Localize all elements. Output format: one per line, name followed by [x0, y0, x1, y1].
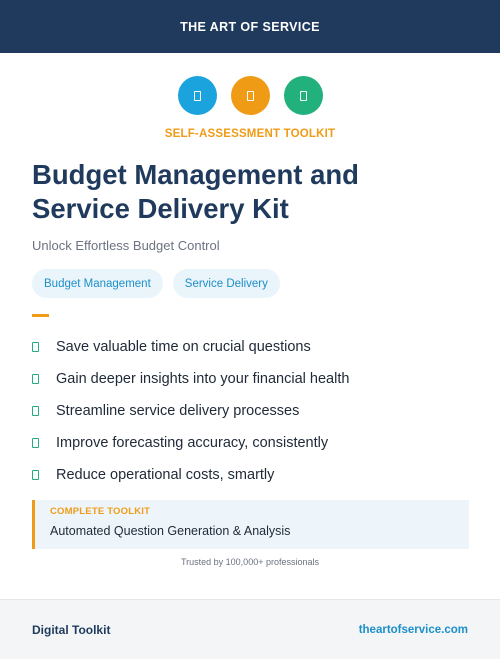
- check-icon: [32, 406, 39, 416]
- icon-row: [0, 76, 500, 115]
- feature-item: Save valuable time on crucial questions: [32, 331, 349, 363]
- trust-note: Trusted by 100,000+ professionals: [0, 557, 500, 567]
- green-document-icon: [284, 76, 323, 115]
- orange-document-icon: [231, 76, 270, 115]
- feature-list: Save valuable time on crucial questions …: [32, 331, 349, 491]
- footer: Digital Toolkit theartofservice.com: [0, 599, 500, 659]
- accent-divider: [32, 314, 49, 317]
- subtitle: Unlock Effortless Budget Control: [32, 238, 220, 253]
- footer-label: Digital Toolkit: [32, 623, 110, 637]
- brand-name: THE ART OF SERVICE: [180, 20, 320, 34]
- check-icon: [32, 470, 39, 480]
- page-title: Budget Management and Service Delivery K…: [32, 158, 472, 226]
- callout-kicker: COMPLETE TOOLKIT: [50, 506, 469, 517]
- check-icon: [32, 438, 39, 448]
- feature-text: Save valuable time on crucial questions: [56, 339, 311, 355]
- tag-list: Budget Management Service Delivery: [32, 269, 280, 298]
- tag-budget-management: Budget Management: [32, 269, 163, 298]
- feature-text: Improve forecasting accuracy, consistent…: [56, 435, 328, 451]
- feature-item: Streamline service delivery processes: [32, 395, 349, 427]
- check-icon: [32, 374, 39, 384]
- blue-document-icon: [178, 76, 217, 115]
- check-icon: [32, 342, 39, 352]
- header-bar: THE ART OF SERVICE: [0, 0, 500, 53]
- callout-text: Automated Question Generation & Analysis: [50, 524, 469, 538]
- title-line-2: Service Delivery Kit: [32, 192, 472, 226]
- feature-item: Gain deeper insights into your financial…: [32, 363, 349, 395]
- feature-text: Gain deeper insights into your financial…: [56, 371, 349, 387]
- toolkit-kicker: SELF-ASSESSMENT TOOLKIT: [0, 128, 500, 140]
- tag-service-delivery: Service Delivery: [173, 269, 280, 298]
- title-line-1: Budget Management and: [32, 158, 472, 192]
- feature-text: Reduce operational costs, smartly: [56, 467, 274, 483]
- website-link[interactable]: theartofservice.com: [359, 624, 468, 636]
- toolkit-callout: COMPLETE TOOLKIT Automated Question Gene…: [32, 500, 469, 549]
- feature-item: Improve forecasting accuracy, consistent…: [32, 427, 349, 459]
- feature-text: Streamline service delivery processes: [56, 403, 299, 419]
- feature-item: Reduce operational costs, smartly: [32, 459, 349, 491]
